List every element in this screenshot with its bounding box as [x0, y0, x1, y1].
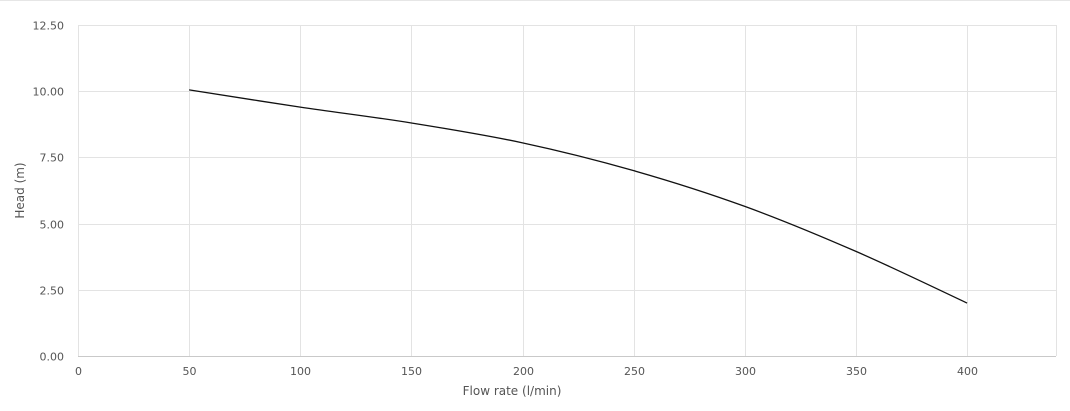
x-tick-label: 100	[290, 365, 311, 378]
grid-layer	[78, 25, 1057, 356]
x-tick-label: 250	[624, 365, 645, 378]
x-tick-label: 0	[75, 365, 82, 378]
y-tick-label: 12.50	[33, 20, 65, 33]
y-tick-label: 2.50	[40, 285, 65, 298]
x-tick-label: 400	[957, 365, 978, 378]
x-tick-label: 350	[846, 365, 867, 378]
x-tick-label: 50	[183, 365, 197, 378]
head-curve-line	[189, 89, 968, 304]
series-layer	[189, 89, 968, 304]
x-tick-label: 150	[401, 365, 422, 378]
tick-label-layer: 0.00 2.50 5.00 7.50 10.00 12.50 0 50 100 150 200 25…	[33, 20, 979, 379]
y-tick-label: 7.50	[40, 152, 65, 165]
x-axis-title: Flow rate (l/min)	[463, 384, 562, 398]
x-tick-label: 200	[513, 365, 534, 378]
y-tick-label: 0.00	[40, 351, 65, 364]
y-tick-label: 5.00	[40, 219, 65, 232]
y-axis-title: Head (m)	[13, 162, 27, 218]
x-tick-label: 300	[735, 365, 756, 378]
y-tick-label: 10.00	[33, 86, 65, 99]
